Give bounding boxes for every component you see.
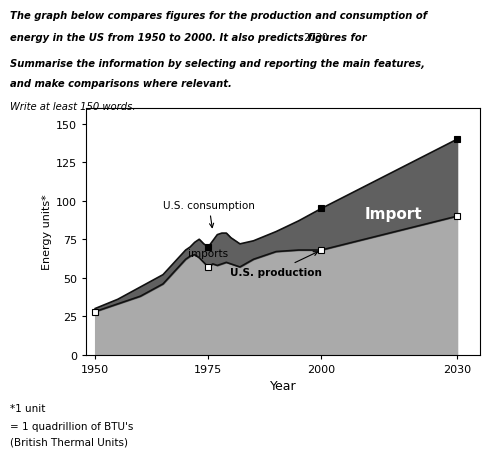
Text: *1 unit: *1 unit	[10, 403, 45, 413]
Text: U.S. consumption: U.S. consumption	[163, 201, 255, 228]
Text: U.S. production: U.S. production	[230, 252, 322, 277]
Text: (British Thermal Units): (British Thermal Units)	[10, 437, 128, 447]
Text: Summarise the information by selecting and reporting the main features,: Summarise the information by selecting a…	[10, 59, 425, 69]
Text: = 1 quadrillion of BTU's: = 1 quadrillion of BTU's	[10, 421, 133, 431]
Y-axis label: Energy units*: Energy units*	[42, 194, 52, 270]
Text: imports: imports	[188, 248, 228, 258]
Text: Write at least 150 words.: Write at least 150 words.	[10, 101, 135, 111]
Text: The graph below compares figures for the production and consumption of: The graph below compares figures for the…	[10, 11, 427, 21]
Text: Import: Import	[365, 206, 423, 221]
Text: and make comparisons where relevant.: and make comparisons where relevant.	[10, 79, 232, 89]
Text: 2030: 2030	[304, 33, 329, 43]
Text: energy in the US from 1950 to 2000. It also predicts figures for: energy in the US from 1950 to 2000. It a…	[10, 33, 370, 43]
X-axis label: Year: Year	[270, 379, 296, 392]
